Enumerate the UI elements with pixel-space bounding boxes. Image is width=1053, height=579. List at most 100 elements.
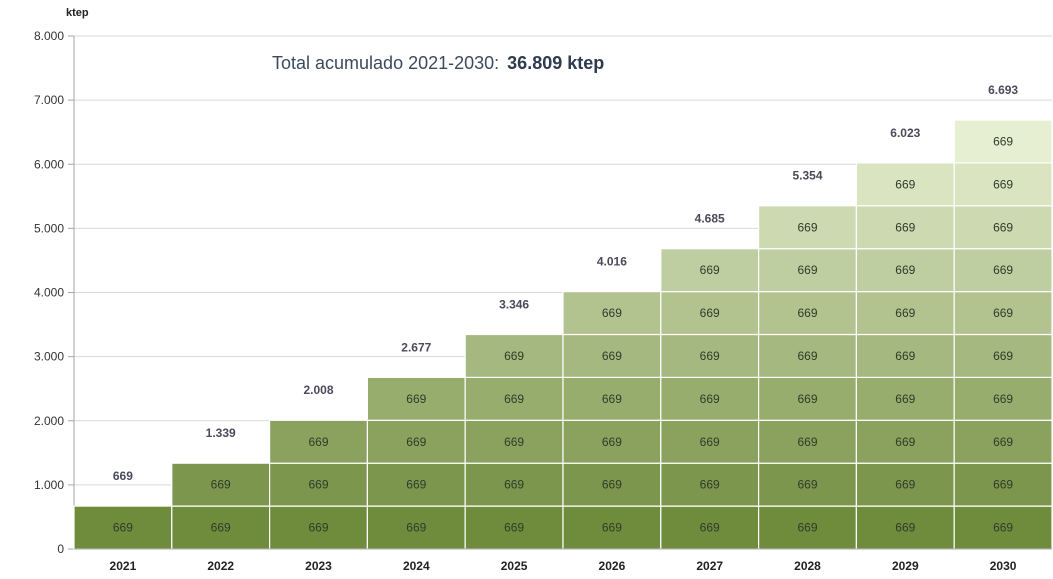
bar-segment (757, 205, 857, 250)
total-label: 1.339 (206, 426, 236, 440)
bar-segment-label: 669 (504, 478, 524, 492)
bar-segment (366, 376, 466, 421)
x-tick-label: 2029 (892, 559, 919, 573)
y-tick-label: 2.000 (34, 414, 64, 428)
bar-segment-label: 669 (211, 521, 231, 535)
bar-segment-label: 669 (406, 478, 426, 492)
x-tick-label: 2028 (794, 559, 821, 573)
bar-segment-label: 669 (602, 435, 622, 449)
bar-segment-label: 669 (993, 392, 1013, 406)
bar-segment (660, 419, 760, 464)
bar-segment-label: 669 (993, 220, 1013, 234)
bar-segment-label: 669 (993, 435, 1013, 449)
bar-segment (855, 162, 955, 207)
bar-segment-label: 669 (993, 134, 1013, 148)
bar-segment-label: 669 (308, 478, 328, 492)
bar-segment-label: 669 (895, 306, 915, 320)
bar-segment (660, 505, 760, 550)
bar-segment (660, 291, 760, 336)
bar-segment (464, 376, 564, 421)
bar-segment-label: 669 (406, 435, 426, 449)
total-label: 2.008 (303, 383, 333, 397)
bar-segment-label: 669 (700, 263, 720, 277)
total-label: 4.016 (597, 254, 627, 268)
chart-title: Total acumulado 2021-2030: 36.809 ktep (272, 53, 604, 73)
bar-segment (562, 376, 662, 421)
y-tick-label: 8.000 (34, 29, 64, 43)
total-label: 3.346 (499, 297, 529, 311)
bar-segment (953, 119, 1053, 164)
bar-segment-label: 669 (700, 306, 720, 320)
bar-segment-label: 669 (797, 478, 817, 492)
bar-segment-label: 669 (895, 349, 915, 363)
bar-segment-label: 669 (602, 349, 622, 363)
bar-segment (464, 333, 564, 379)
bar-segment-label: 669 (308, 435, 328, 449)
total-label: 6.023 (890, 126, 920, 140)
bar-segment-label: 669 (993, 349, 1013, 363)
bar-segment-label: 669 (602, 521, 622, 535)
bar-segment (562, 462, 662, 507)
bar-segment-label: 669 (797, 263, 817, 277)
y-axis-unit-label: ktep (66, 7, 89, 19)
bar-segment-label: 669 (895, 478, 915, 492)
bar-segment-label: 669 (895, 521, 915, 535)
bar-segment (953, 205, 1053, 250)
bar-segment (269, 505, 369, 550)
bar-segment-label: 669 (700, 392, 720, 406)
bar-segment (953, 162, 1053, 207)
bar-segment-label: 669 (700, 349, 720, 363)
y-tick-label: 0 (57, 542, 64, 556)
bar-segment-label: 669 (895, 392, 915, 406)
chart-title-prefix: Total acumulado 2021-2030: (272, 53, 499, 73)
bar-segment-label: 669 (797, 435, 817, 449)
bar-segment-label: 669 (700, 435, 720, 449)
bar-segment (757, 376, 857, 421)
bar-segment (953, 291, 1053, 336)
bar-segment (757, 333, 857, 379)
bar-segment-label: 669 (895, 220, 915, 234)
bars: 669 669 669 669 669 669 669 669 669 669 669 669 669 6… (73, 119, 1053, 550)
bar-segment-label: 669 (504, 521, 524, 535)
bar-segment-label: 669 (406, 521, 426, 535)
bar-segment (757, 419, 857, 464)
bar-segment-label: 669 (504, 435, 524, 449)
bar-segment-label: 669 (700, 478, 720, 492)
total-label: 6.693 (988, 83, 1018, 97)
x-tick-label: 2027 (696, 559, 723, 573)
bar-segment-label: 669 (797, 306, 817, 320)
bar-segment (953, 248, 1053, 293)
x-tick-label: 2030 (990, 559, 1017, 573)
bar-segment-label: 669 (993, 177, 1013, 191)
bar-segment-label: 669 (406, 392, 426, 406)
bar-segment-label: 669 (504, 392, 524, 406)
y-axis-ticks: 0 1.000 2.000 3.000 4.000 5.000 6.000 7.000 8.00… (34, 29, 75, 556)
x-tick-label: 2024 (403, 559, 430, 573)
bar-segment-label: 669 (797, 392, 817, 406)
y-tick-label: 6.000 (34, 157, 64, 171)
bar-segment-label: 669 (308, 521, 328, 535)
total-label: 669 (113, 469, 133, 483)
x-tick-label: 2023 (305, 559, 332, 573)
bar-segment-label: 669 (895, 435, 915, 449)
bar-segment-label: 669 (113, 521, 133, 535)
bar-segment (464, 462, 564, 507)
bar-segment-label: 669 (993, 306, 1013, 320)
bar-segment (562, 505, 662, 550)
x-tick-label: 2021 (110, 559, 137, 573)
bar-segment (953, 462, 1053, 507)
bar-segment (269, 419, 369, 464)
total-label: 4.685 (695, 212, 725, 226)
bar-segment-label: 669 (993, 478, 1013, 492)
bar-segment (562, 419, 662, 464)
bar-segment-label: 669 (895, 263, 915, 277)
bar-segment (562, 291, 662, 336)
bar-segment-label: 669 (211, 478, 231, 492)
y-tick-label: 4.000 (34, 286, 64, 300)
bar-segment (953, 376, 1053, 421)
chart-title-value: 36.809 ktep (507, 53, 604, 73)
bar-segment (953, 419, 1053, 464)
total-labels: 669 1.339 2.008 2.677 3.346 4.016 4.685 5.354 6.… (113, 83, 1019, 483)
bar-segment (562, 333, 662, 379)
